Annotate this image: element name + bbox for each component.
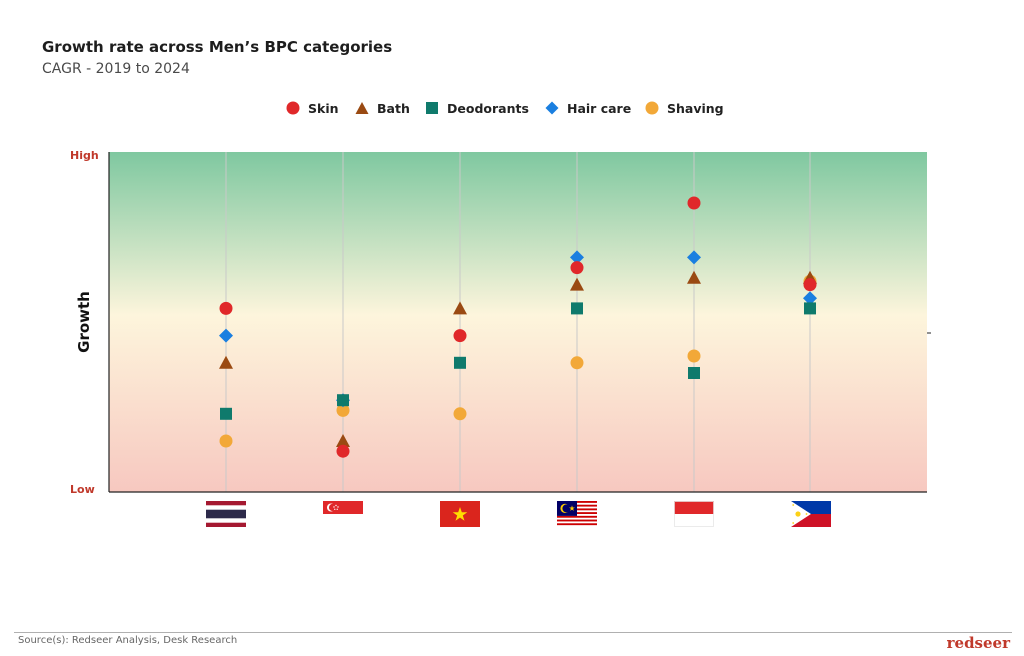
y-tick-low: Low xyxy=(70,483,95,496)
legend-item-deodorants: Deodorants xyxy=(425,96,529,120)
legend-item-hair-care: Hair care xyxy=(545,96,631,120)
legend-label: Hair care xyxy=(567,100,632,116)
circle-icon xyxy=(286,101,300,115)
point-hair-care-thailand-flag xyxy=(219,328,233,343)
point-bath-singapore-flag xyxy=(336,434,350,447)
point-bath-indonesia-flag xyxy=(687,270,701,284)
point-shaving-indonesia-flag xyxy=(687,349,701,363)
point-shaving-malaysia-flag xyxy=(570,356,584,370)
legend-label: Skin xyxy=(308,100,339,116)
circle-icon xyxy=(645,101,659,115)
legend-item-shaving: Shaving xyxy=(645,96,724,120)
point-bath-vietnam-flag xyxy=(453,301,467,315)
point-skin-philippines-flag xyxy=(803,278,817,292)
point-hair-care-malaysia-flag xyxy=(570,250,584,265)
legend-label: Deodorants xyxy=(447,100,529,116)
point-skin-malaysia-flag xyxy=(570,261,584,275)
point-shaving-vietnam-flag xyxy=(453,407,467,421)
point-deodorants-philippines-flag xyxy=(804,302,816,315)
plot-background xyxy=(109,152,927,492)
point-hair-care-philippines-flag xyxy=(803,291,817,306)
legend: Skin Bath Deodorants Hair care Shaving xyxy=(0,96,1024,120)
point-deodorants-thailand-flag xyxy=(220,407,232,420)
point-deodorants-indonesia-flag xyxy=(688,367,700,379)
point-deodorants-malaysia-flag xyxy=(571,302,583,315)
point-bath-malaysia-flag xyxy=(570,277,584,291)
point-skin-singapore-flag xyxy=(336,444,350,458)
point-hair-care-indonesia-flag xyxy=(687,250,701,265)
point-shaving-thailand-flag xyxy=(219,434,233,448)
source-note: Source(s): Redseer Analysis, Desk Resear… xyxy=(18,635,238,646)
legend-item-bath: Bath xyxy=(355,96,410,120)
legend-label: Bath xyxy=(377,100,410,116)
point-deodorants-vietnam-flag xyxy=(454,356,466,369)
chart-subtitle: CAGR - 2019 to 2024 xyxy=(42,61,190,77)
diamond-icon xyxy=(545,101,559,115)
point-bath-thailand-flag xyxy=(219,355,233,369)
data-points xyxy=(219,196,817,458)
philippines-flag xyxy=(791,501,831,527)
brand-logo: redseer xyxy=(946,634,1010,652)
point-deodorants-singapore-flag xyxy=(337,394,349,407)
point-shaving-singapore-flag xyxy=(336,403,350,417)
singapore-flag xyxy=(323,501,363,527)
legend-label: Shaving xyxy=(667,100,724,116)
malaysia-flag xyxy=(557,501,597,527)
y-tick-high: High xyxy=(70,149,99,162)
chart-title: Growth rate across Men’s BPC categories xyxy=(42,38,393,56)
square-icon xyxy=(426,102,438,114)
legend-item-skin: Skin xyxy=(286,96,339,120)
footer-divider xyxy=(14,632,1012,633)
thailand-flag xyxy=(206,501,246,527)
triangle-icon xyxy=(355,102,369,114)
point-skin-indonesia-flag xyxy=(687,196,701,210)
point-skin-vietnam-flag xyxy=(453,329,467,343)
vietnam-flag xyxy=(440,501,480,527)
point-skin-thailand-flag xyxy=(219,301,233,315)
indonesia-flag xyxy=(674,501,714,527)
